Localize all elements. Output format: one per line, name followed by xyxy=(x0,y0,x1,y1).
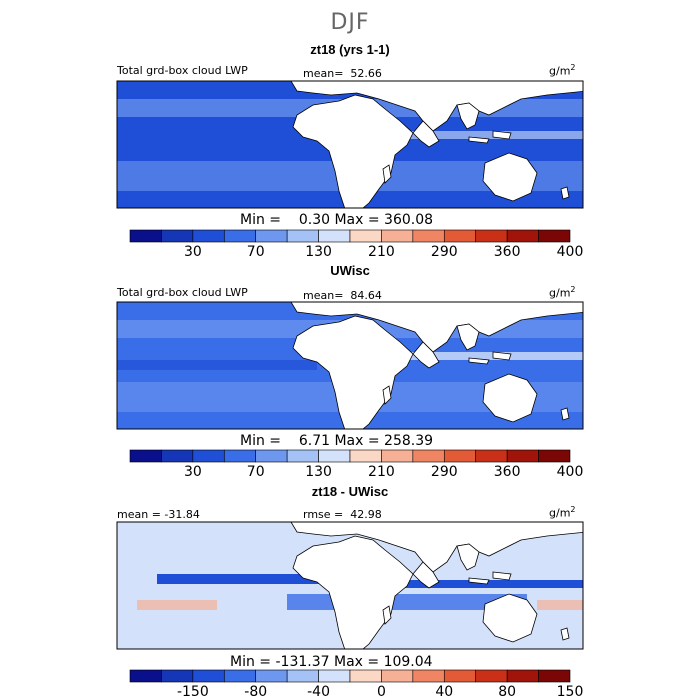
panel1-left-label: Total grd-box cloud LWP xyxy=(117,64,248,77)
colorbar-swatch xyxy=(318,229,351,243)
colorbar-swatch xyxy=(443,669,477,683)
colorbar-swatch xyxy=(192,229,225,243)
colorbar-tick-label: 130 xyxy=(305,244,332,260)
colorbar-swatch xyxy=(161,229,194,243)
map-panel-3 xyxy=(116,521,584,650)
colorbar-tick-label: 400 xyxy=(557,464,584,480)
colorbar-swatch xyxy=(318,449,351,463)
panel2-mean-label: mean= 84.64 xyxy=(303,289,382,302)
map-frame xyxy=(116,521,584,650)
panel3-min-max: Min = -131.37 Max = 109.04 xyxy=(230,654,433,670)
colorbar-swatch xyxy=(381,449,414,463)
panel1-mean-label: mean= 52.66 xyxy=(303,67,382,80)
colorbar-swatch xyxy=(506,449,539,463)
colorbar-swatch xyxy=(349,449,382,463)
colorbar-tick-label: 0 xyxy=(377,684,386,700)
colorbar-tick-label: 400 xyxy=(557,244,584,260)
colorbar-swatch xyxy=(349,669,382,683)
colorbar-swatch xyxy=(412,669,445,683)
panel2-units: g/m2 xyxy=(549,285,576,300)
colorbar-tick-label: -40 xyxy=(307,684,330,700)
colorbar-swatch xyxy=(443,229,477,243)
colorbar-3: -150 -80 -40 0 40 80 150 xyxy=(129,669,584,700)
colorbar-swatch xyxy=(538,229,571,243)
colorbar-swatch xyxy=(192,669,225,683)
colorbar-swatch xyxy=(255,449,288,463)
colorbar-tick-label: 150 xyxy=(557,684,584,700)
colorbar-swatch xyxy=(443,449,477,463)
colorbar-swatch xyxy=(538,449,571,463)
panel3-subtitle: zt18 - UWisc xyxy=(311,484,389,499)
colorbar-tick-label: -80 xyxy=(244,684,267,700)
colorbar-tick-label: 70 xyxy=(247,464,265,480)
figure-title: DJF xyxy=(330,10,370,35)
colorbar-tick-label: 40 xyxy=(435,684,453,700)
colorbar-swatch xyxy=(412,229,445,243)
panel1-subtitle: zt18 (yrs 1-1) xyxy=(310,42,390,57)
colorbar-tick-label: 210 xyxy=(368,464,395,480)
colorbar-swatch xyxy=(129,449,162,463)
colorbar-swatch xyxy=(381,229,414,243)
colorbar-swatch xyxy=(381,669,414,683)
panel2-left-label: Total grd-box cloud LWP xyxy=(117,286,248,299)
colorbar-tick-label: 210 xyxy=(368,244,395,260)
colorbar-tick-label: 360 xyxy=(494,464,521,480)
colorbar-swatch xyxy=(286,669,319,683)
colorbar-swatch xyxy=(538,669,571,683)
colorbar-swatch xyxy=(412,449,445,463)
colorbar-tick-label: 70 xyxy=(247,244,265,260)
colorbar-swatch xyxy=(223,229,257,243)
colorbar-swatch xyxy=(255,669,288,683)
colorbar-2: 30 70 130 210 290 360 400 xyxy=(129,449,584,480)
colorbar-swatch xyxy=(506,669,539,683)
colorbar-swatch xyxy=(475,449,508,463)
colorbar-tick-label: 80 xyxy=(498,684,516,700)
colorbar-swatch xyxy=(286,229,319,243)
map-frame xyxy=(116,301,584,430)
colorbar-tick-label: 290 xyxy=(431,244,458,260)
colorbar-swatch xyxy=(223,669,257,683)
colorbar-swatch xyxy=(129,229,162,243)
panel1-units: g/m2 xyxy=(549,63,576,78)
colorbar-swatch xyxy=(129,669,162,683)
map-frame xyxy=(116,80,584,209)
colorbar-swatch xyxy=(475,669,508,683)
colorbar-swatch xyxy=(161,669,194,683)
colorbar-swatch xyxy=(506,229,539,243)
panel2-min-max: Min = 6.71 Max = 258.39 xyxy=(240,433,434,449)
map-panel-2 xyxy=(116,301,584,430)
colorbar-swatch xyxy=(475,229,508,243)
colorbar-tick-label: 290 xyxy=(431,464,458,480)
colorbar-swatch xyxy=(286,449,319,463)
colorbar-tick-label: 30 xyxy=(184,464,202,480)
colorbar-tick-label: 30 xyxy=(184,244,202,260)
colorbar-swatch xyxy=(161,449,194,463)
panel3-rmse-label: rmse = 42.98 xyxy=(303,508,382,521)
panel3-mean-label: mean = -31.84 xyxy=(117,508,200,521)
colorbar-tick-label: 360 xyxy=(494,244,521,260)
colorbar-tick-label: 130 xyxy=(305,464,332,480)
map-panel-1 xyxy=(116,80,584,209)
colorbar-1: 30 70 130 210 290 360 400 xyxy=(129,229,584,260)
colorbar-swatch xyxy=(192,449,225,463)
colorbar-swatch xyxy=(255,229,288,243)
colorbar-swatch xyxy=(349,229,382,243)
panel1-min-max: Min = 0.30 Max = 360.08 xyxy=(240,212,434,228)
colorbar-swatch xyxy=(223,449,257,463)
panel2-subtitle: UWisc xyxy=(330,263,370,278)
colorbar-tick-label: -150 xyxy=(177,684,209,700)
panel3-units: g/m2 xyxy=(549,505,576,520)
colorbar-swatch xyxy=(318,669,351,683)
